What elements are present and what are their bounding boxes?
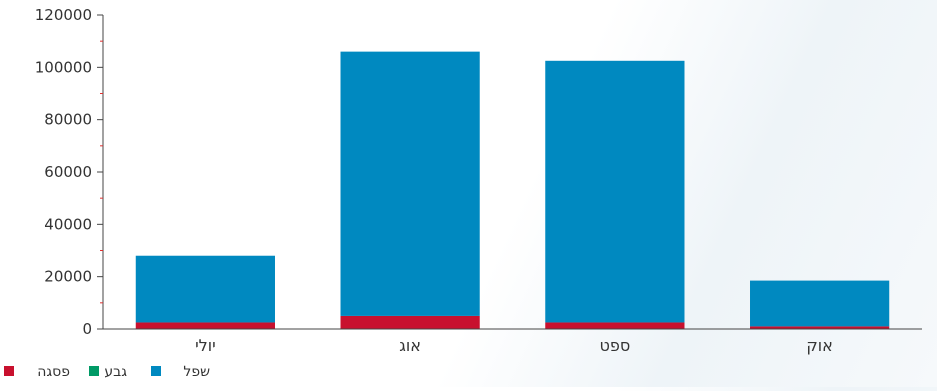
- legend-label: פסגה: [37, 364, 70, 380]
- bar-segment: [750, 280, 890, 327]
- legend-swatch: [4, 366, 14, 376]
- x-category-label: אוק: [806, 336, 832, 355]
- bar-segment: [340, 51, 480, 316]
- bar-segment: [545, 60, 685, 323]
- bar-segment: [135, 322, 275, 329]
- labels-layer: 0 20000 40000 60000 80000 100000 120000 יולי אוג…: [35, 6, 833, 355]
- y-tick-label: 120000: [35, 6, 92, 24]
- legend: פסגה גבע שפל: [4, 364, 210, 380]
- y-tick-label: 40000: [44, 215, 92, 233]
- y-tick-label: 60000: [44, 163, 92, 181]
- x-category-label: יולי: [195, 336, 216, 355]
- bar-segment: [340, 315, 480, 329]
- y-tick-label: 0: [82, 320, 92, 338]
- legend-label: שפל: [183, 364, 210, 380]
- ticks-layer: [97, 14, 103, 330]
- legend-swatch: [89, 366, 99, 376]
- bar-segment: [135, 255, 275, 323]
- bars-layer: [135, 51, 890, 329]
- legend-label: גבע: [104, 364, 127, 380]
- y-tick-label: 80000: [44, 111, 92, 129]
- x-category-label: אוג: [399, 336, 421, 355]
- legend-swatch: [151, 366, 161, 376]
- bar-segment: [545, 322, 685, 329]
- y-tick-label: 20000: [44, 268, 92, 286]
- x-category-label: ספט: [600, 336, 631, 355]
- y-tick-label: 100000: [35, 58, 92, 76]
- bar-segment: [750, 326, 890, 329]
